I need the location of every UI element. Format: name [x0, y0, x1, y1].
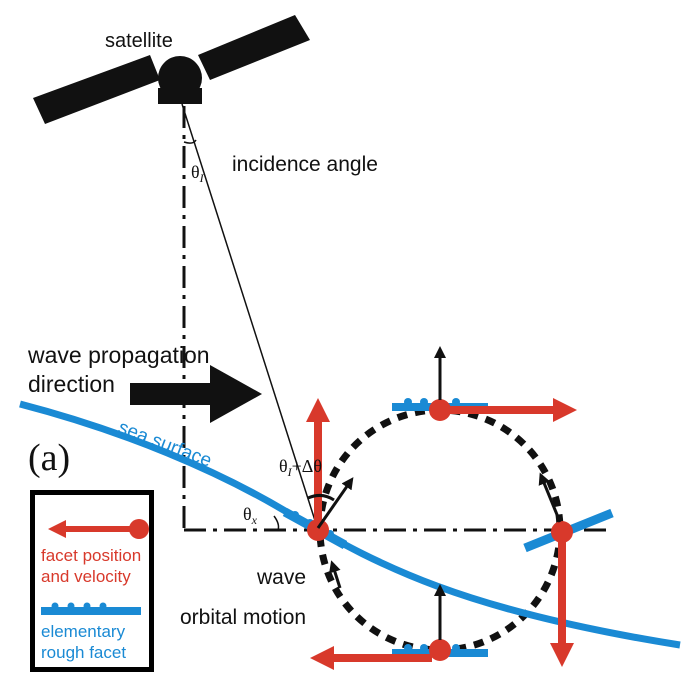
wave-orbital-label-line2: orbital motion	[180, 606, 306, 629]
theta-i-label: θI	[191, 162, 205, 185]
angle-arc-delta	[307, 493, 335, 502]
legend-blue-facet	[41, 607, 141, 615]
panel-label: (a)	[28, 437, 70, 479]
normal-arrow-center	[316, 477, 354, 529]
wave-propagation-label: wave propagation	[27, 342, 210, 368]
normal-arrow-right	[538, 472, 562, 523]
orbital-direction-arrow	[329, 560, 342, 589]
incidence-angle-label: incidence angle	[232, 153, 378, 176]
legend-graphics	[41, 519, 149, 615]
satellite-icon	[33, 15, 310, 124]
angle-arc-theta-x	[273, 515, 280, 531]
incidence-angle-arc	[183, 139, 197, 144]
legend-facet-label: facet position and velocity	[41, 546, 142, 586]
wave-propagation-label-line2: direction	[28, 371, 115, 397]
theta-x-label: θx	[243, 504, 258, 527]
theta-i-delta-label: θI+Δθ	[279, 456, 322, 479]
facet-position-center	[307, 519, 329, 541]
legend-box: facet position and velocity elementary r…	[30, 490, 154, 672]
incidence-line	[181, 103, 319, 531]
legend-rough-label: elementary rough facet	[41, 622, 127, 662]
legend-red-dot	[129, 519, 149, 539]
wave-orbital-label: wave	[256, 566, 306, 589]
facet-position-right	[551, 521, 573, 543]
satellite-label: satellite	[105, 30, 173, 52]
facet-position-bottom	[429, 639, 451, 661]
sea-surface-label: sea surface	[115, 417, 214, 472]
wave-propagation-arrow	[130, 365, 262, 423]
facet-position-top	[429, 399, 451, 421]
